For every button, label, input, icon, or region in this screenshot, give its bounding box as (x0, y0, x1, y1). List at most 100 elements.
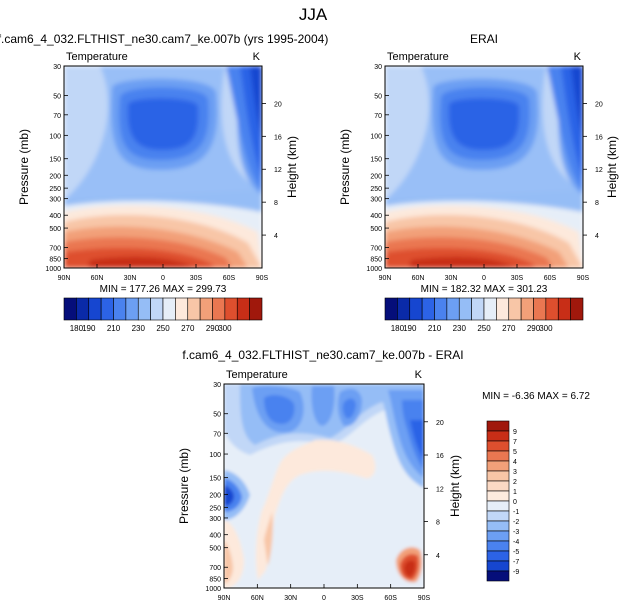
colorbar-label: 210 (428, 324, 442, 333)
x-tick-label: 0 (161, 275, 165, 282)
height-tick-label: 4 (274, 233, 278, 240)
y-tick-label: 200 (49, 173, 61, 180)
y-tick-label: 150 (209, 476, 221, 483)
height-tick-label: 4 (436, 553, 440, 560)
colorbar-label: -7 (513, 559, 519, 566)
colorbar-swatch (486, 550, 510, 562)
y-tick-label: 250 (370, 186, 382, 193)
colorbar-label: 190 (82, 324, 96, 333)
y-tick-label: 200 (370, 173, 382, 180)
y-tick-label: 30 (53, 64, 61, 71)
y-tick-label: 400 (370, 213, 382, 220)
colorbar-swatch (557, 297, 571, 321)
colorbar-swatch (162, 297, 176, 321)
units-label: K (415, 369, 423, 381)
colorbar-label: 2 (513, 479, 517, 486)
height-tick-label: 16 (274, 134, 282, 141)
x-tick-label: 60S (384, 595, 397, 602)
x-ticks: 90N 60N 30N 0 30S 60S 90S (379, 264, 590, 282)
y-ticks-left: 30 50 70 100 150 200 250 300 400 500 700 850 1000 (205, 382, 228, 593)
colorbar-label: 300 (539, 324, 553, 333)
y-tick-label: 30 (374, 64, 382, 71)
colorbar: 9 7 5 4 3 2 1 0 -1 -2 -3 -4 -5 -7 -9 (486, 420, 519, 582)
colorbar-swatch (545, 297, 559, 321)
colorbar-swatch (63, 297, 77, 321)
colorbar-swatch (486, 500, 510, 512)
panel-diff: f.cam6_4_032.FLTHIST_ne30.cam7_ke.007b -… (177, 348, 590, 602)
y-ticks-right: 4 8 12 16 20 (583, 101, 603, 240)
colorbar-swatch (125, 297, 139, 321)
y-tick-label: 50 (213, 412, 221, 419)
height-tick-label: 12 (274, 167, 282, 174)
panel-title: ERAI (470, 32, 498, 46)
colorbar-swatch (446, 297, 460, 321)
x-ticks: 90N 60N 30N 0 30S 60S 90S (218, 584, 431, 602)
x-tick-label: 30S (190, 275, 203, 282)
colorbar-swatch (76, 297, 90, 321)
y-tick-label: 1000 (45, 266, 61, 273)
colorbar-label: 9 (513, 429, 517, 436)
colorbar-swatch (409, 297, 423, 321)
colorbar-label: 4 (513, 459, 517, 466)
y-axis-label: Pressure (mb) (177, 448, 191, 524)
colorbar-label: 0 (513, 499, 517, 506)
colorbar-swatch (88, 297, 102, 321)
colorbar-label: 230 (453, 324, 467, 333)
colorbar-label: 290 (527, 324, 541, 333)
colorbar-swatch (533, 297, 547, 321)
y-ticks-left: 30 50 70 100 150 200 250 300 400 500 700 850 1000 (45, 64, 68, 273)
colorbar-swatch (150, 297, 164, 321)
y-tick-label: 100 (370, 133, 382, 140)
height-tick-label: 12 (595, 167, 603, 174)
y-tick-label: 150 (49, 157, 61, 164)
x-tick-label: 0 (322, 595, 326, 602)
colorbar-label: 1 (513, 489, 517, 496)
colorbar-label: 180 (391, 324, 405, 333)
contour-field (224, 384, 424, 588)
colorbar-swatch (471, 297, 485, 321)
x-tick-label: 90S (256, 275, 269, 282)
contour-field (64, 66, 262, 268)
colorbar-swatch (486, 470, 510, 482)
y-tick-label: 70 (53, 113, 61, 120)
colorbar-swatch (384, 297, 398, 321)
y-tick-label: 250 (49, 186, 61, 193)
colorbar: 180 190 210 230 250 270 290 300 (63, 297, 263, 333)
y-tick-label: 1000 (366, 266, 382, 273)
height-tick-label: 4 (595, 233, 599, 240)
variable-label: Temperature (387, 51, 449, 63)
colorbar-swatch (224, 297, 238, 321)
colorbar-label: -4 (513, 539, 519, 546)
colorbar-label: 180 (70, 324, 84, 333)
x-tick-label: 90N (379, 275, 392, 282)
panel-obs: ERAI Temperature K (338, 32, 619, 333)
contour-shapes (224, 384, 424, 588)
y-tick-label: 400 (209, 533, 221, 540)
colorbar-swatch (458, 297, 472, 321)
colorbar-label: 250 (477, 324, 491, 333)
colorbar-swatch (508, 297, 522, 321)
panel-title: f.cam6_4_032.FLTHIST_ne30.cam7_ke.007b -… (182, 348, 463, 362)
y-tick-label: 50 (53, 93, 61, 100)
y-tick-label: 300 (49, 197, 61, 204)
colorbar-swatch (249, 297, 263, 321)
y-ticks-left: 30 50 70 100 150 200 250 300 400 500 700 850 1000 (366, 64, 389, 273)
colorbar-swatch (486, 570, 510, 582)
colorbar-swatch (175, 297, 189, 321)
figure-title: JJA (299, 5, 328, 24)
colorbar-swatch (486, 540, 510, 552)
y-tick-label: 300 (370, 197, 382, 204)
colorbar-swatch (486, 560, 510, 572)
y-tick-label: 100 (49, 133, 61, 140)
y-tick-label: 850 (49, 257, 61, 264)
x-tick-label: 90N (58, 275, 71, 282)
y-tick-label: 100 (209, 452, 221, 459)
colorbar-swatch (486, 530, 510, 542)
colorbar-swatch (137, 297, 151, 321)
height-tick-label: 20 (595, 101, 603, 108)
y-tick-label: 150 (370, 157, 382, 164)
y-tick-label: 500 (209, 546, 221, 553)
height-tick-label: 16 (595, 134, 603, 141)
colorbar-swatch (520, 297, 534, 321)
